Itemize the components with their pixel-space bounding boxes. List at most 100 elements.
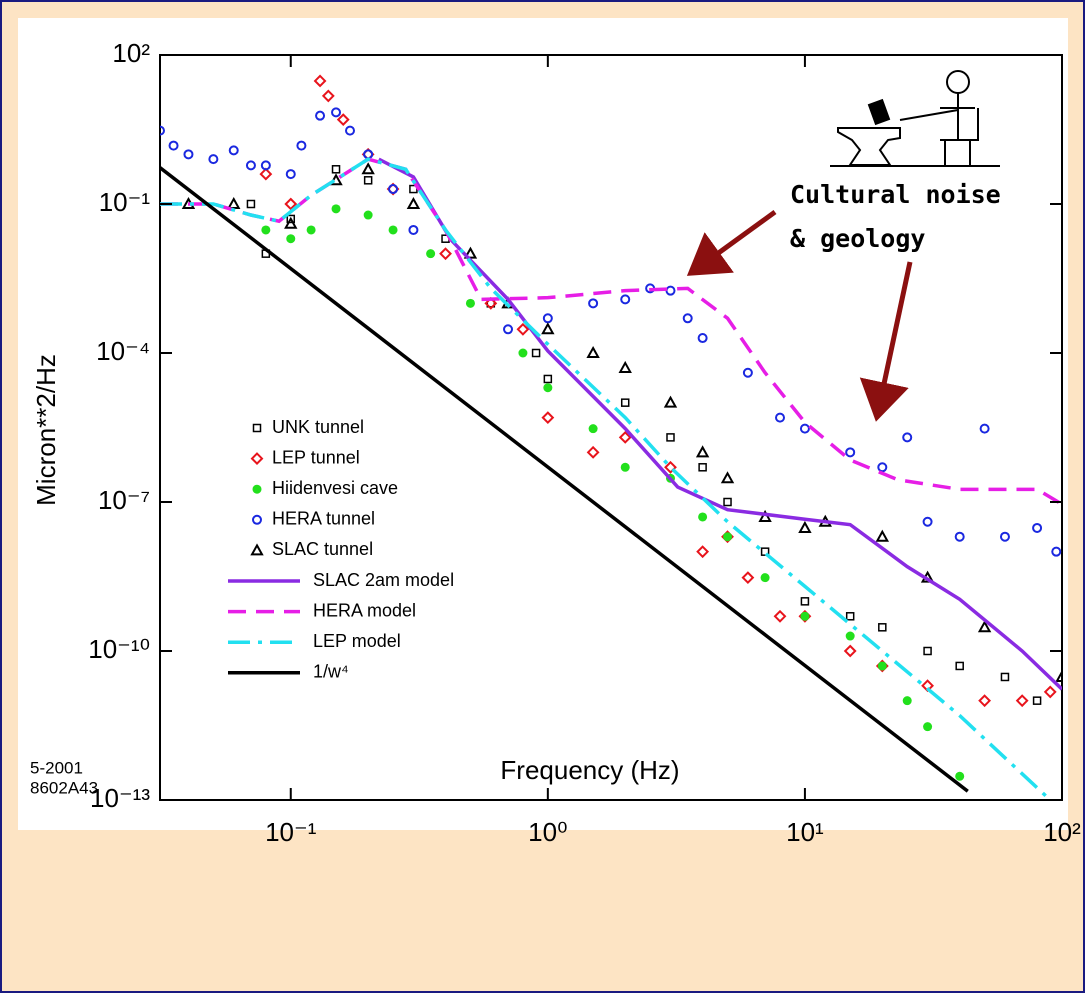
marker-triangle: [284, 216, 298, 229]
marker-diamond: [321, 89, 335, 103]
marker-circle: [285, 169, 296, 180]
marker-diamond: [741, 571, 755, 585]
marker-dot: [363, 210, 373, 220]
marker-square: [1032, 696, 1042, 705]
y-tick-label: 10⁻¹³: [90, 783, 150, 813]
chart-panel: [18, 18, 1068, 830]
plot-frame: [159, 54, 1063, 801]
marker-dot: [845, 631, 855, 641]
marker-triangle: [361, 162, 375, 175]
legend-label: HERA tunnel: [272, 509, 375, 529]
annotation: Cultural noise: [790, 180, 1001, 209]
marker-circle: [208, 154, 219, 165]
marker-diamond: [843, 644, 857, 658]
marker-triangle: [227, 196, 241, 209]
y-tick-label: 10⁻⁷: [98, 485, 150, 515]
marker-square: [698, 463, 707, 472]
plot-area: [160, 74, 1062, 800]
y-axis-label: Micron**2/Hz: [31, 354, 61, 506]
legend-label: HERA model: [313, 600, 416, 620]
marker-square: [331, 165, 341, 174]
marker-circle: [999, 531, 1010, 542]
marker-dot: [286, 234, 296, 244]
marker-diamond: [664, 460, 677, 474]
marker-circle: [183, 149, 194, 160]
marker-circle: [877, 462, 888, 473]
marker-circle: [260, 160, 271, 171]
marker-triangle: [541, 322, 555, 335]
marker-diamond: [978, 694, 992, 708]
marker-dot: [923, 722, 933, 732]
marker-square: [246, 199, 256, 209]
marker-square: [955, 661, 964, 671]
marker-circle: [588, 298, 599, 309]
marker-square: [363, 176, 373, 185]
marker-dot: [800, 611, 810, 621]
y-tick-label: 10⁻¹: [99, 187, 151, 217]
y-tick-label: 10²: [112, 38, 150, 68]
marker-dot: [518, 348, 528, 358]
x-tick-label: 10⁻¹: [265, 817, 317, 847]
marker-dot: [902, 696, 912, 706]
marker-dot: [306, 225, 316, 235]
marker-dot: [877, 661, 887, 671]
arrow: [859, 261, 913, 422]
marker-diamond: [773, 609, 787, 623]
marker-dot: [331, 204, 341, 214]
marker-square: [800, 597, 810, 606]
marker-circle: [503, 324, 514, 335]
arrow: [686, 209, 777, 276]
marker-circle: [1051, 546, 1062, 557]
footnote: 5-2001: [30, 758, 83, 777]
marker-circle: [799, 423, 810, 434]
marker-circle: [388, 184, 399, 195]
marker-triangle: [250, 543, 264, 556]
legend-label: LEP model: [313, 631, 401, 651]
marker-triangle: [406, 196, 421, 209]
marker-triangle: [695, 445, 710, 458]
marker-circle: [315, 110, 326, 121]
marker-circle: [954, 531, 965, 542]
marker-dot: [760, 573, 770, 583]
marker-diamond: [696, 545, 710, 559]
marker-circle: [845, 447, 856, 458]
marker-diamond: [484, 296, 498, 310]
icon: [830, 70, 1000, 167]
marker-triangle: [1055, 669, 1062, 682]
marker-square: [1000, 672, 1010, 682]
marker-dot: [426, 249, 436, 259]
marker-dot: [723, 532, 733, 542]
marker-circle: [296, 140, 307, 151]
marker-circle: [228, 145, 239, 156]
marker-dot: [955, 771, 965, 781]
x-axis-label: Frequency (Hz): [500, 755, 679, 785]
marker-circle: [252, 514, 262, 525]
marker-circle: [682, 313, 693, 324]
marker-square: [620, 398, 630, 407]
marker-triangle: [798, 520, 812, 533]
marker-circle: [245, 160, 256, 171]
legend-label: LEP tunnel: [272, 447, 360, 467]
marker-diamond: [541, 411, 555, 425]
y-tick-label: 10⁻¹⁰: [88, 634, 150, 664]
marker-square: [845, 612, 855, 621]
marker-dot: [588, 424, 598, 434]
marker-dot: [465, 298, 475, 308]
marker-triangle: [758, 509, 772, 522]
marker-diamond: [336, 113, 350, 127]
marker-square: [923, 646, 932, 656]
marker-dot: [620, 462, 630, 472]
y-tick-label: 10⁻⁴: [96, 336, 150, 366]
marker-square: [531, 348, 541, 358]
marker-dot: [261, 225, 271, 235]
marker-diamond: [1015, 694, 1029, 708]
legend-label: SLAC 2am model: [313, 570, 454, 590]
marker-circle: [345, 125, 356, 136]
marker-diamond: [1043, 685, 1057, 699]
marker-dot: [698, 512, 708, 522]
marker-square: [878, 623, 887, 632]
marker-circle: [922, 516, 933, 527]
marker-triangle: [586, 345, 600, 358]
marker-circle: [408, 224, 419, 235]
